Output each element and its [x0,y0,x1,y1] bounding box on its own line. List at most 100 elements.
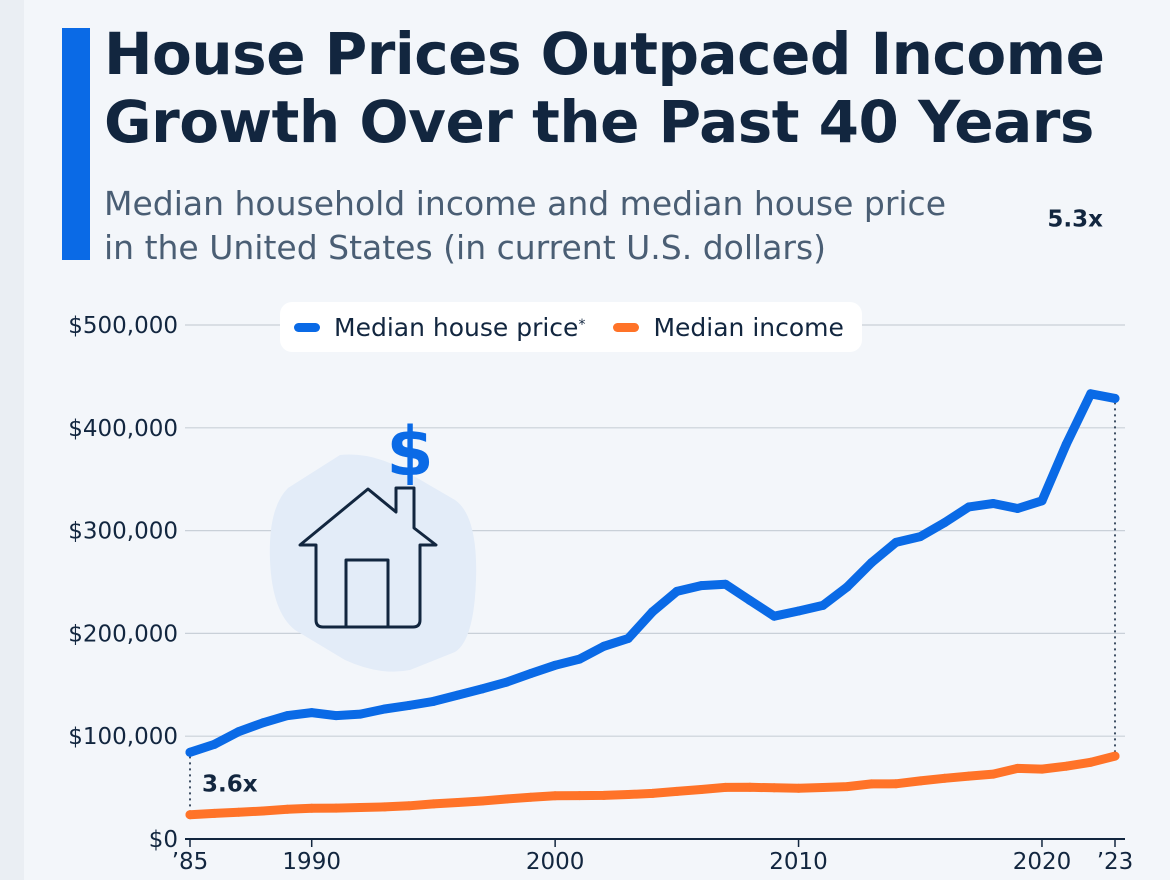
income-point [526,792,536,802]
house-price-point [1110,393,1120,403]
income-point [550,791,560,801]
house-price-point [258,718,268,728]
house-price-point [769,611,779,621]
legend-item-income: Median income [613,313,844,342]
x-tick-label: 2000 [526,849,585,875]
house-price-point [1086,389,1096,399]
legend-swatch-house-price [294,322,320,332]
house-price-point [428,696,438,706]
income-point [891,779,901,789]
income-point [794,783,804,793]
house-price-point [721,579,730,589]
house-price-point [1037,496,1047,506]
y-tick-label: $400,000 [68,416,178,442]
income-point [915,776,925,786]
house-price-point [526,669,536,678]
house-price-point [209,739,219,749]
income-point [867,779,877,789]
chart-legend: Median house price * Median income [280,302,862,352]
income-point [988,769,998,779]
y-tick-label: $100,000 [68,724,178,750]
house-price-point [964,502,974,512]
income-point [307,803,317,813]
x-tick-label: 1990 [282,849,341,875]
income-point [282,804,292,814]
y-tick-label: $500,000 [68,313,178,339]
house-price-point [988,499,998,508]
income-point [769,783,779,793]
house-price-point [599,641,609,651]
income-point [331,803,341,813]
house-price-point [672,586,682,596]
house-price-point [891,537,901,547]
income-point [623,790,633,799]
income-point [842,782,852,792]
subtitle-line-2: in the United States (in current U.S. do… [104,228,827,267]
house-price-point [501,677,511,687]
house-price-point [1061,439,1071,449]
house-price-point [185,747,195,757]
title-line-1: House Prices Outpaced Income [104,20,1105,88]
y-tick-label: $0 [149,827,178,853]
income-point [672,786,682,796]
income-point [1061,761,1071,771]
house-price-point [842,582,852,592]
income-point [964,771,974,781]
house-price-point [234,727,244,737]
house-price-point [282,711,292,721]
title-accent-bar [62,28,90,260]
series-lines [185,389,1120,820]
house-icon [298,486,438,629]
title-line-2: Growth Over the Past 40 Years [104,88,1094,156]
ratio-label: 3.6x [202,772,258,798]
house-illustration: $ [269,413,477,672]
legend-label-house-price: Median house price [334,312,579,342]
house-price-point [648,607,657,617]
house-price-point [453,690,463,700]
y-tick-label: $200,000 [68,621,178,647]
income-point [745,782,755,792]
house-price-point [404,700,414,710]
income-point [599,790,609,800]
income-point [258,806,268,816]
income-point [575,791,584,801]
income-point [721,782,730,792]
house-price-point [696,581,706,591]
illustration-blob [269,454,477,672]
income-point [501,794,511,804]
income-point [1110,751,1120,761]
ratio-annotations: 3.6x 5.3x [189,206,1116,811]
house-price-point [794,606,804,616]
house-price-point [331,711,341,721]
house-price-point [550,660,560,670]
income-point [185,810,195,820]
income-point [1086,757,1096,767]
income-point [209,808,219,818]
income-point [1037,764,1047,774]
subtitle-line-1: Median household income and median house… [104,184,946,223]
house-price-point [867,558,877,568]
income-point [380,802,390,812]
legend-item-house-price: Median house price * [294,313,585,342]
income-point [234,807,244,817]
income-point [355,803,365,812]
income-line [185,751,1120,820]
house-price-point [1013,504,1023,513]
house-price-point [355,709,365,719]
left-margin-strip [0,0,24,880]
income-point [696,785,706,794]
income-point [940,773,950,783]
x-tick-label: 2020 [1013,849,1072,875]
income-point [477,796,487,806]
legend-footnote-marker: * [578,317,586,333]
page-title: House Prices Outpaced Income Growth Over… [104,20,1154,156]
income-point [648,788,657,798]
x-tick-label: ’85 [172,849,209,875]
house-price-point [380,704,390,714]
ratio-label: 5.3x [1047,206,1103,232]
x-tick-label: 2010 [769,849,828,875]
house-price-point [623,634,633,643]
legend-swatch-income [613,322,640,332]
